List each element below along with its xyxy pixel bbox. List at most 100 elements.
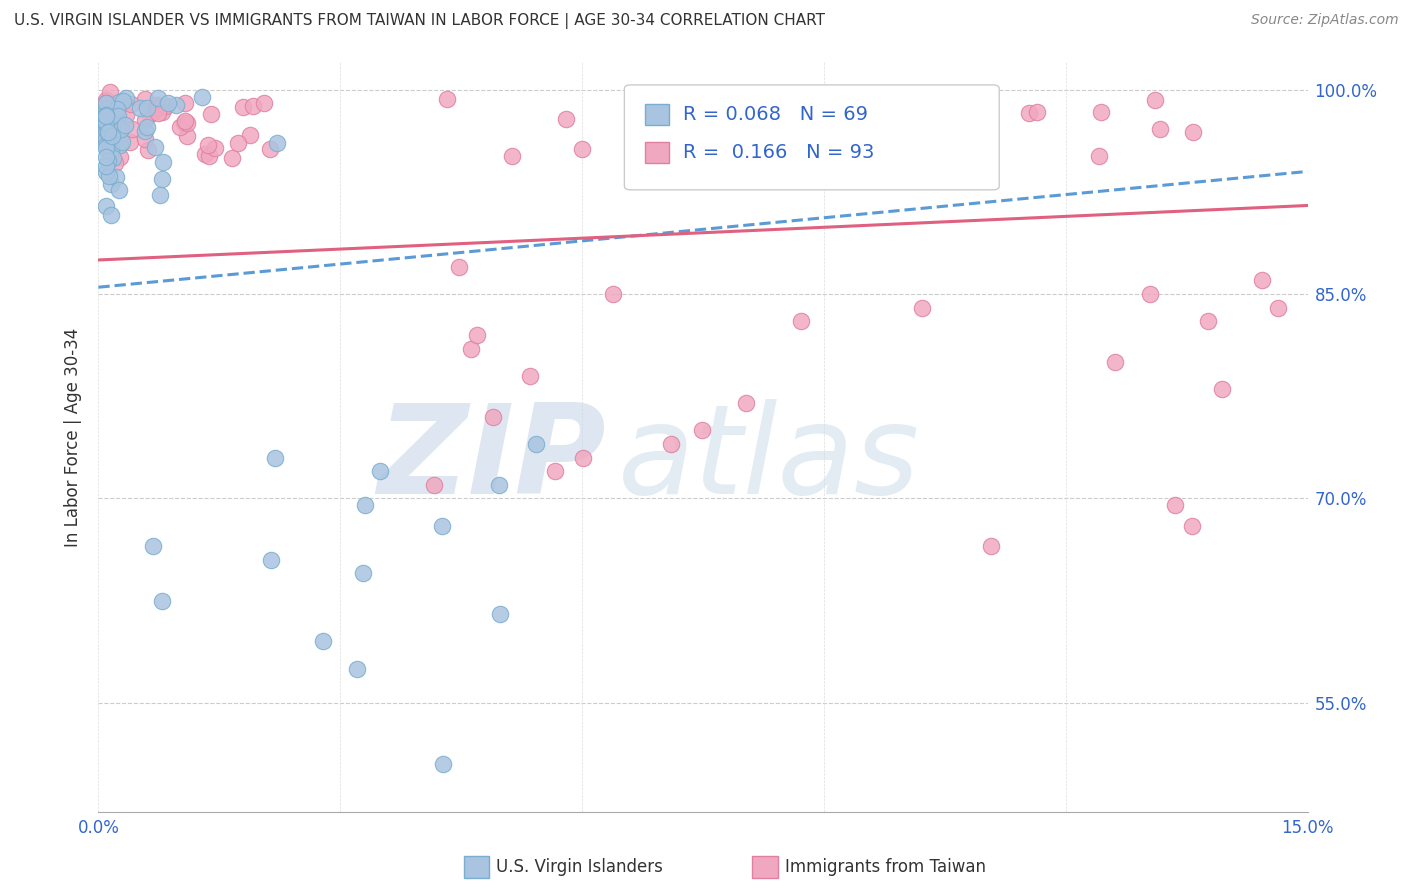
Point (108, 150, 131, 164)
Point (107, 109, 129, 123)
Point (138, 143, 160, 157)
Point (135, 102, 157, 116)
Point (260, 552, 283, 566)
Point (198, 149, 221, 163)
Bar (645, 142, 669, 163)
Point (97, 153, 120, 168)
Point (571, 450, 593, 465)
Point (96, 114, 118, 128)
Point (253, 96, 276, 111)
Point (1087, 149, 1109, 163)
Point (911, 301, 934, 315)
Point (110, 138, 132, 153)
Point (157, 95, 180, 110)
Point (266, 136, 288, 150)
Point (1250, 273, 1272, 287)
Point (571, 142, 593, 156)
Point (1211, 383, 1233, 397)
Point (197, 138, 219, 153)
Point (696, 93, 718, 107)
Point (110, 122, 132, 136)
Point (97, 169, 120, 183)
Point (105, 105, 128, 120)
Point (482, 409, 505, 424)
Point (101, 151, 124, 165)
Point (105, 102, 128, 116)
Point (1144, 93, 1167, 107)
Point (1181, 125, 1204, 139)
Point (1149, 122, 1171, 136)
Point (423, 477, 446, 491)
Point (108, 183, 131, 197)
Point (136, 120, 159, 135)
Point (139, 107, 162, 121)
Point (204, 141, 226, 155)
Point (238, 128, 260, 142)
Point (111, 135, 134, 149)
Point (115, 91, 138, 105)
Point (96, 106, 118, 120)
Point (460, 342, 482, 356)
Point (96, 199, 118, 213)
Point (96, 102, 118, 116)
Point (107, 95, 129, 110)
Point (173, 116, 195, 130)
Point (150, 593, 173, 607)
Point (146, 101, 169, 115)
Point (524, 437, 547, 451)
Point (146, 105, 169, 120)
Text: U.S. Virgin Islanders: U.S. Virgin Islanders (496, 858, 664, 876)
Point (96, 115, 118, 129)
Point (96, 140, 118, 154)
Point (432, 757, 454, 772)
Point (103, 134, 125, 148)
Point (105, 113, 128, 128)
Point (938, 140, 960, 154)
Point (96, 150, 118, 164)
Point (96, 159, 118, 173)
Point (134, 93, 156, 107)
Point (659, 147, 682, 161)
Point (242, 98, 264, 112)
Point (100, 177, 122, 191)
Text: ZIP: ZIP (378, 399, 606, 520)
Point (120, 97, 142, 112)
Point (263, 450, 285, 465)
Point (176, 129, 198, 144)
Point (100, 122, 122, 136)
Point (96, 118, 118, 132)
Point (673, 93, 696, 107)
Point (152, 104, 174, 119)
Point (98, 128, 121, 143)
Point (200, 107, 222, 121)
Point (111, 94, 134, 108)
Point (368, 464, 391, 478)
Point (96, 93, 118, 107)
Point (96, 115, 118, 129)
Point (488, 477, 510, 491)
Point (134, 112, 156, 127)
Point (695, 147, 717, 161)
Point (1197, 314, 1219, 328)
Point (152, 155, 174, 169)
Point (432, 518, 454, 533)
Point (96, 165, 118, 179)
Text: R =  0.166   N = 93: R = 0.166 N = 93 (683, 143, 875, 161)
Point (173, 95, 195, 110)
Point (146, 90, 169, 104)
Point (96, 132, 118, 146)
Point (96, 137, 118, 152)
Point (1026, 104, 1049, 119)
Point (121, 121, 143, 136)
Point (501, 149, 523, 163)
Point (96, 133, 118, 147)
Point (146, 98, 169, 112)
Text: R = 0.068   N = 69: R = 0.068 N = 69 (683, 105, 868, 124)
Point (96, 129, 118, 144)
Point (104, 108, 127, 122)
Point (100, 128, 122, 143)
Point (734, 396, 756, 410)
Point (104, 113, 127, 128)
Point (544, 464, 567, 478)
Point (129, 101, 152, 115)
